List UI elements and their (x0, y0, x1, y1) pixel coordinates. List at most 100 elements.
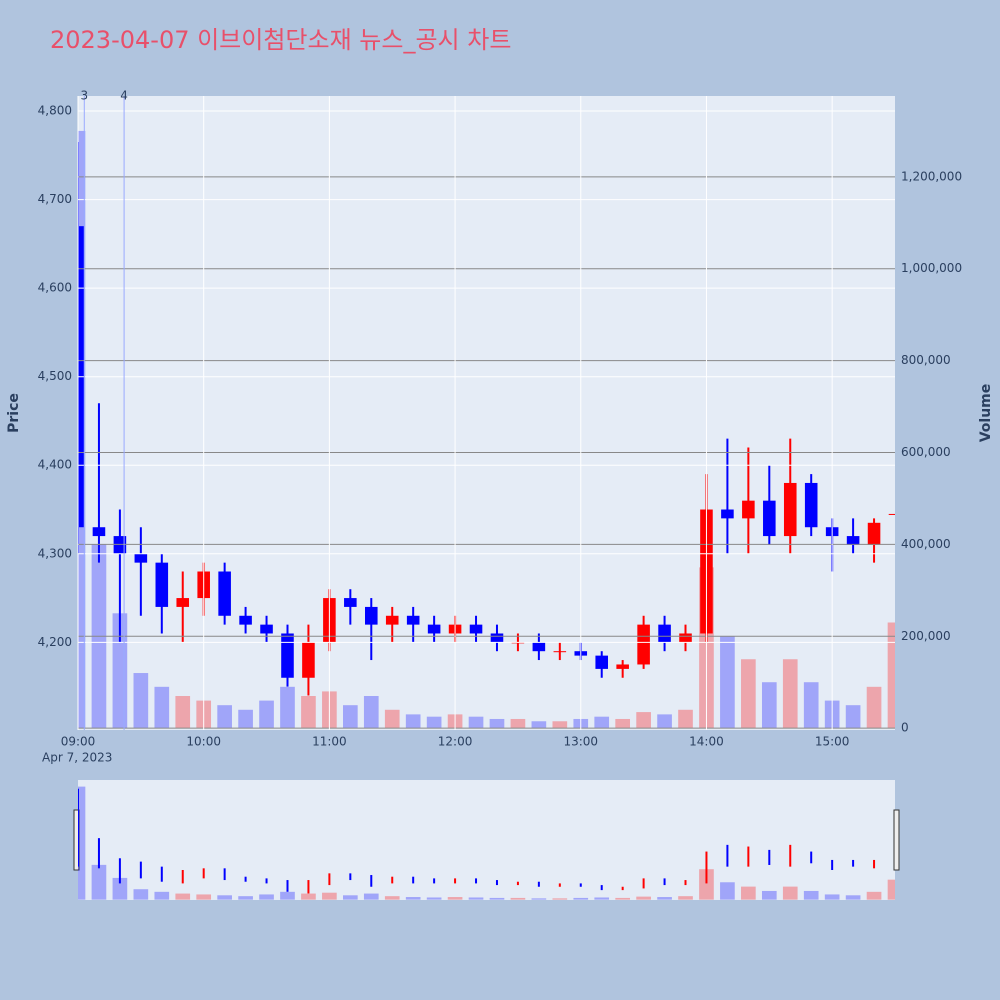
candle-body (616, 664, 629, 669)
x-tick-label: 09:00 (61, 735, 96, 749)
mini-volume-bar (636, 896, 651, 900)
mini-volume-bar (343, 895, 358, 900)
x-tick-label: 15:00 (815, 735, 850, 749)
candle-body (679, 633, 692, 643)
y-tick-label: 4,400 (38, 458, 72, 472)
mini-volume-bar (824, 894, 840, 900)
annotation-text: 3 (80, 89, 88, 103)
candle-body (134, 553, 148, 563)
candle-body (804, 482, 818, 528)
volume-bar (761, 682, 777, 729)
mini-volume-bar (803, 890, 819, 900)
mini-volume-bar (866, 891, 882, 900)
candle-body (846, 536, 860, 545)
mini-volume-bar (426, 897, 442, 900)
mini-volume-bar (238, 896, 253, 900)
y2-tick-label: 1,200,000 (901, 169, 962, 183)
mini-volume-bar (657, 897, 672, 900)
mini-volume-bar (78, 786, 86, 900)
volume-bar (343, 705, 358, 729)
volume-bar (657, 714, 672, 729)
mini-volume-bar (196, 894, 212, 900)
y2-tick-label: 600,000 (901, 445, 951, 459)
mini-volume-bar (468, 897, 484, 900)
candle-body (260, 624, 273, 634)
mini-volume-bar (531, 898, 547, 900)
mini-volume-bar (761, 890, 777, 900)
volume-bar (845, 705, 861, 729)
candle-body (406, 615, 420, 625)
candle-body (113, 536, 127, 554)
y2-axis-title: Volume (978, 384, 994, 443)
volume-bar (405, 714, 421, 729)
candle-body (176, 598, 190, 607)
y-axis-title: Price (6, 393, 22, 433)
mini-volume-bar (678, 896, 693, 900)
volume-bar (887, 622, 895, 729)
candle-body (364, 606, 378, 625)
x-tick-label: 10:00 (186, 735, 221, 749)
volume-bar (259, 700, 274, 729)
volume-bar (133, 673, 149, 729)
mini-volume-bar (510, 897, 526, 900)
mini-volume-bar (405, 897, 421, 900)
x-tick-label: 13:00 (563, 735, 598, 749)
volume-bar (489, 718, 505, 729)
mini-volume-bar (322, 892, 337, 900)
range-slider[interactable] (78, 780, 895, 900)
mini-volume-bar (552, 898, 568, 900)
volume-bar (866, 686, 882, 729)
volume-bar (363, 696, 379, 729)
mini-volume-bar (845, 895, 861, 900)
volume-bar (531, 721, 547, 729)
mini-volume-bar (112, 877, 128, 900)
candle-body (155, 562, 169, 607)
volume-bar (175, 696, 191, 729)
candle-body (469, 624, 483, 634)
candle-body (427, 624, 441, 634)
volume-bar (301, 696, 316, 729)
mini-volume-bar (91, 864, 107, 900)
mini-volume-bar (175, 893, 191, 900)
annotation-text: 4 (120, 89, 128, 103)
mini-volume-bar (217, 895, 232, 900)
candle-body (218, 571, 231, 616)
x-date-label: Apr 7, 2023 (42, 751, 112, 765)
plot-area (78, 96, 895, 730)
volume-bar (468, 716, 484, 729)
mini-volume-bar (154, 891, 170, 900)
mini-volume-bar (887, 879, 895, 900)
volume-bar (720, 636, 735, 729)
candle-body (658, 624, 671, 643)
candle-body (721, 509, 734, 519)
volume-bar (426, 716, 442, 729)
candle-body (302, 642, 315, 678)
candle-body (344, 598, 357, 607)
mini-volume-bar (699, 869, 714, 900)
mini-volume-bar (573, 897, 589, 900)
mini-volume-bar (615, 897, 630, 900)
y-tick-label: 4,200 (38, 635, 72, 649)
candle-body (532, 642, 546, 652)
candle-body (742, 500, 755, 519)
volume-bar (803, 682, 819, 729)
mini-volume-bar (363, 893, 379, 900)
mini-volume-bar (741, 886, 756, 900)
candle-body (281, 633, 294, 678)
y2-tick-label: 800,000 (901, 353, 951, 367)
y-tick-label: 4,600 (38, 281, 72, 295)
y2-tick-label: 1,000,000 (901, 261, 962, 275)
slider-handle[interactable] (893, 809, 900, 871)
chart-title: 2023-04-07 이브이첨단소재 뉴스_공시 차트 (50, 26, 511, 54)
mini-volume-bar (447, 897, 463, 900)
y-tick-label: 4,500 (38, 369, 72, 383)
volume-bar (384, 709, 400, 729)
volume-bar (238, 709, 253, 729)
mini-volume-bar (133, 889, 149, 900)
x-tick-label: 11:00 (312, 735, 347, 749)
volume-bar (552, 721, 568, 729)
x-tick-label: 12:00 (438, 735, 473, 749)
mini-volume-bar (594, 897, 610, 900)
mini-volume-bar (259, 894, 274, 900)
